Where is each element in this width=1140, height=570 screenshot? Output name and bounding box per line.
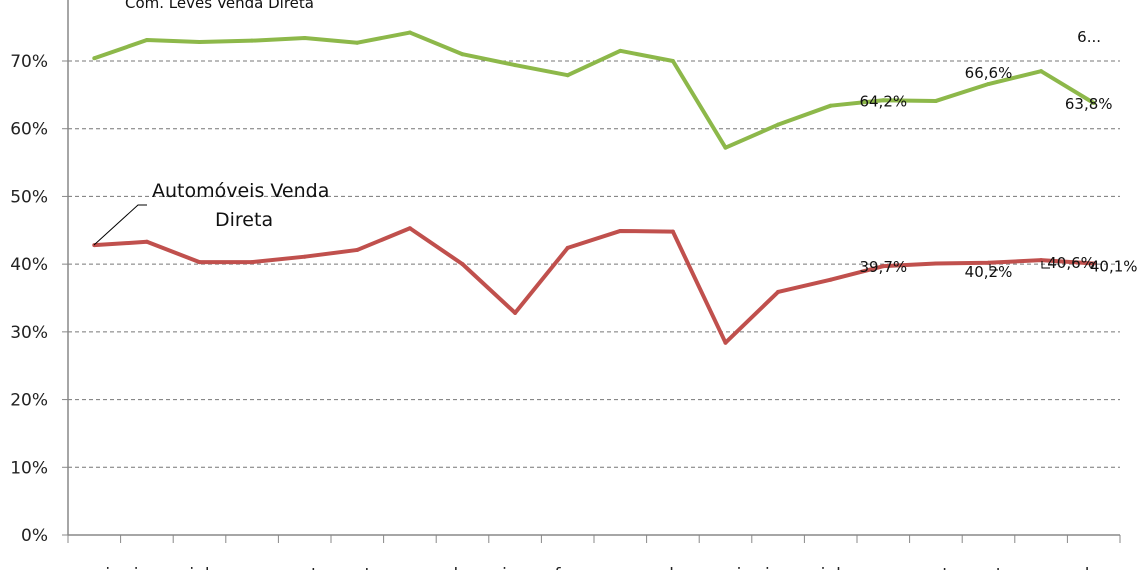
x-tick-label: abr bbox=[659, 565, 687, 570]
x-tick-label: set bbox=[923, 565, 949, 570]
data-label: 40,6% bbox=[1047, 254, 1095, 272]
data-point bbox=[670, 229, 675, 234]
data-point bbox=[1091, 261, 1096, 266]
y-tick-label: 20% bbox=[10, 391, 48, 411]
leader-line bbox=[93, 204, 147, 246]
data-point bbox=[1091, 100, 1096, 105]
leader-line bbox=[989, 264, 998, 271]
data-point bbox=[302, 254, 307, 259]
data-point bbox=[92, 56, 97, 61]
data-point bbox=[407, 30, 412, 35]
y-tick-label: 70% bbox=[10, 52, 48, 72]
data-point bbox=[776, 122, 781, 127]
data-point bbox=[250, 38, 255, 43]
x-tick-label: jul bbox=[820, 565, 841, 570]
x-tick-label: jun bbox=[133, 565, 160, 570]
data-point bbox=[828, 277, 833, 282]
data-point bbox=[144, 239, 149, 244]
data-point bbox=[513, 63, 518, 68]
leader-line bbox=[1041, 261, 1050, 269]
data-point bbox=[565, 245, 570, 250]
y-tick-label: 10% bbox=[10, 458, 48, 478]
data-point bbox=[355, 247, 360, 252]
data-label: 40,1% bbox=[1090, 257, 1138, 275]
series-label-automoveis-cont: Direta bbox=[215, 209, 273, 231]
series-label-com-leves: Com. Leves Venda Direta bbox=[125, 0, 314, 12]
data-point bbox=[986, 82, 991, 87]
x-tick-label: nov bbox=[394, 565, 425, 570]
data-point bbox=[723, 340, 728, 345]
data-point bbox=[355, 40, 360, 45]
data-point bbox=[197, 260, 202, 265]
x-tick-label: ago bbox=[236, 565, 268, 570]
x-tick-label: out bbox=[343, 565, 371, 570]
data-label: 39,7% bbox=[859, 258, 907, 276]
data-point bbox=[933, 98, 938, 103]
x-tick-label: dez bbox=[1079, 565, 1109, 570]
y-tick-label: 50% bbox=[10, 187, 48, 207]
x-tick-label: ago bbox=[867, 565, 899, 570]
data-label: 40,2% bbox=[965, 263, 1013, 281]
x-tick-label: jan bbox=[501, 565, 528, 570]
x-tick-label: out bbox=[975, 565, 1003, 570]
data-label: 6... bbox=[1077, 28, 1101, 46]
x-tick-label: dez bbox=[447, 565, 477, 570]
series-line-0 bbox=[93, 30, 1095, 150]
data-point bbox=[1039, 69, 1044, 74]
data-point bbox=[881, 98, 886, 103]
data-point bbox=[828, 103, 833, 108]
x-tick-label: nov bbox=[1025, 565, 1056, 570]
x-tick-label: mar bbox=[603, 565, 637, 570]
data-point bbox=[933, 261, 938, 266]
y-tick-label: 40% bbox=[10, 255, 48, 275]
data-point bbox=[881, 264, 886, 269]
data-point bbox=[776, 289, 781, 294]
data-point bbox=[513, 310, 518, 315]
y-tick-label: 60% bbox=[10, 120, 48, 140]
x-tick-label: set bbox=[292, 565, 318, 570]
x-tick-label: mai bbox=[710, 565, 742, 570]
data-point bbox=[144, 38, 149, 43]
data-point bbox=[986, 260, 991, 265]
y-tick-label: 0% bbox=[21, 526, 48, 546]
x-tick-label: mai bbox=[78, 565, 110, 570]
data-label: 63,8% bbox=[1065, 95, 1113, 113]
series-line-1 bbox=[94, 226, 1094, 345]
data-point bbox=[407, 226, 412, 231]
x-tick-label: jul bbox=[188, 565, 209, 570]
x-tick-label: fev bbox=[554, 565, 581, 570]
data-point bbox=[723, 145, 728, 150]
data-point bbox=[670, 59, 675, 63]
y-tick-label: 30% bbox=[10, 323, 48, 343]
data-point bbox=[460, 52, 465, 57]
x-tick-label: jun bbox=[764, 565, 791, 570]
data-point bbox=[618, 228, 623, 233]
data-point bbox=[302, 35, 307, 40]
data-point bbox=[565, 73, 570, 78]
data-point bbox=[460, 262, 465, 267]
data-label: 64,2% bbox=[859, 92, 907, 110]
data-point bbox=[197, 40, 202, 45]
data-point bbox=[250, 260, 255, 265]
data-label: 66,6% bbox=[965, 64, 1013, 82]
series-label-automoveis: Automóveis Venda bbox=[152, 180, 329, 202]
data-point bbox=[618, 48, 623, 53]
